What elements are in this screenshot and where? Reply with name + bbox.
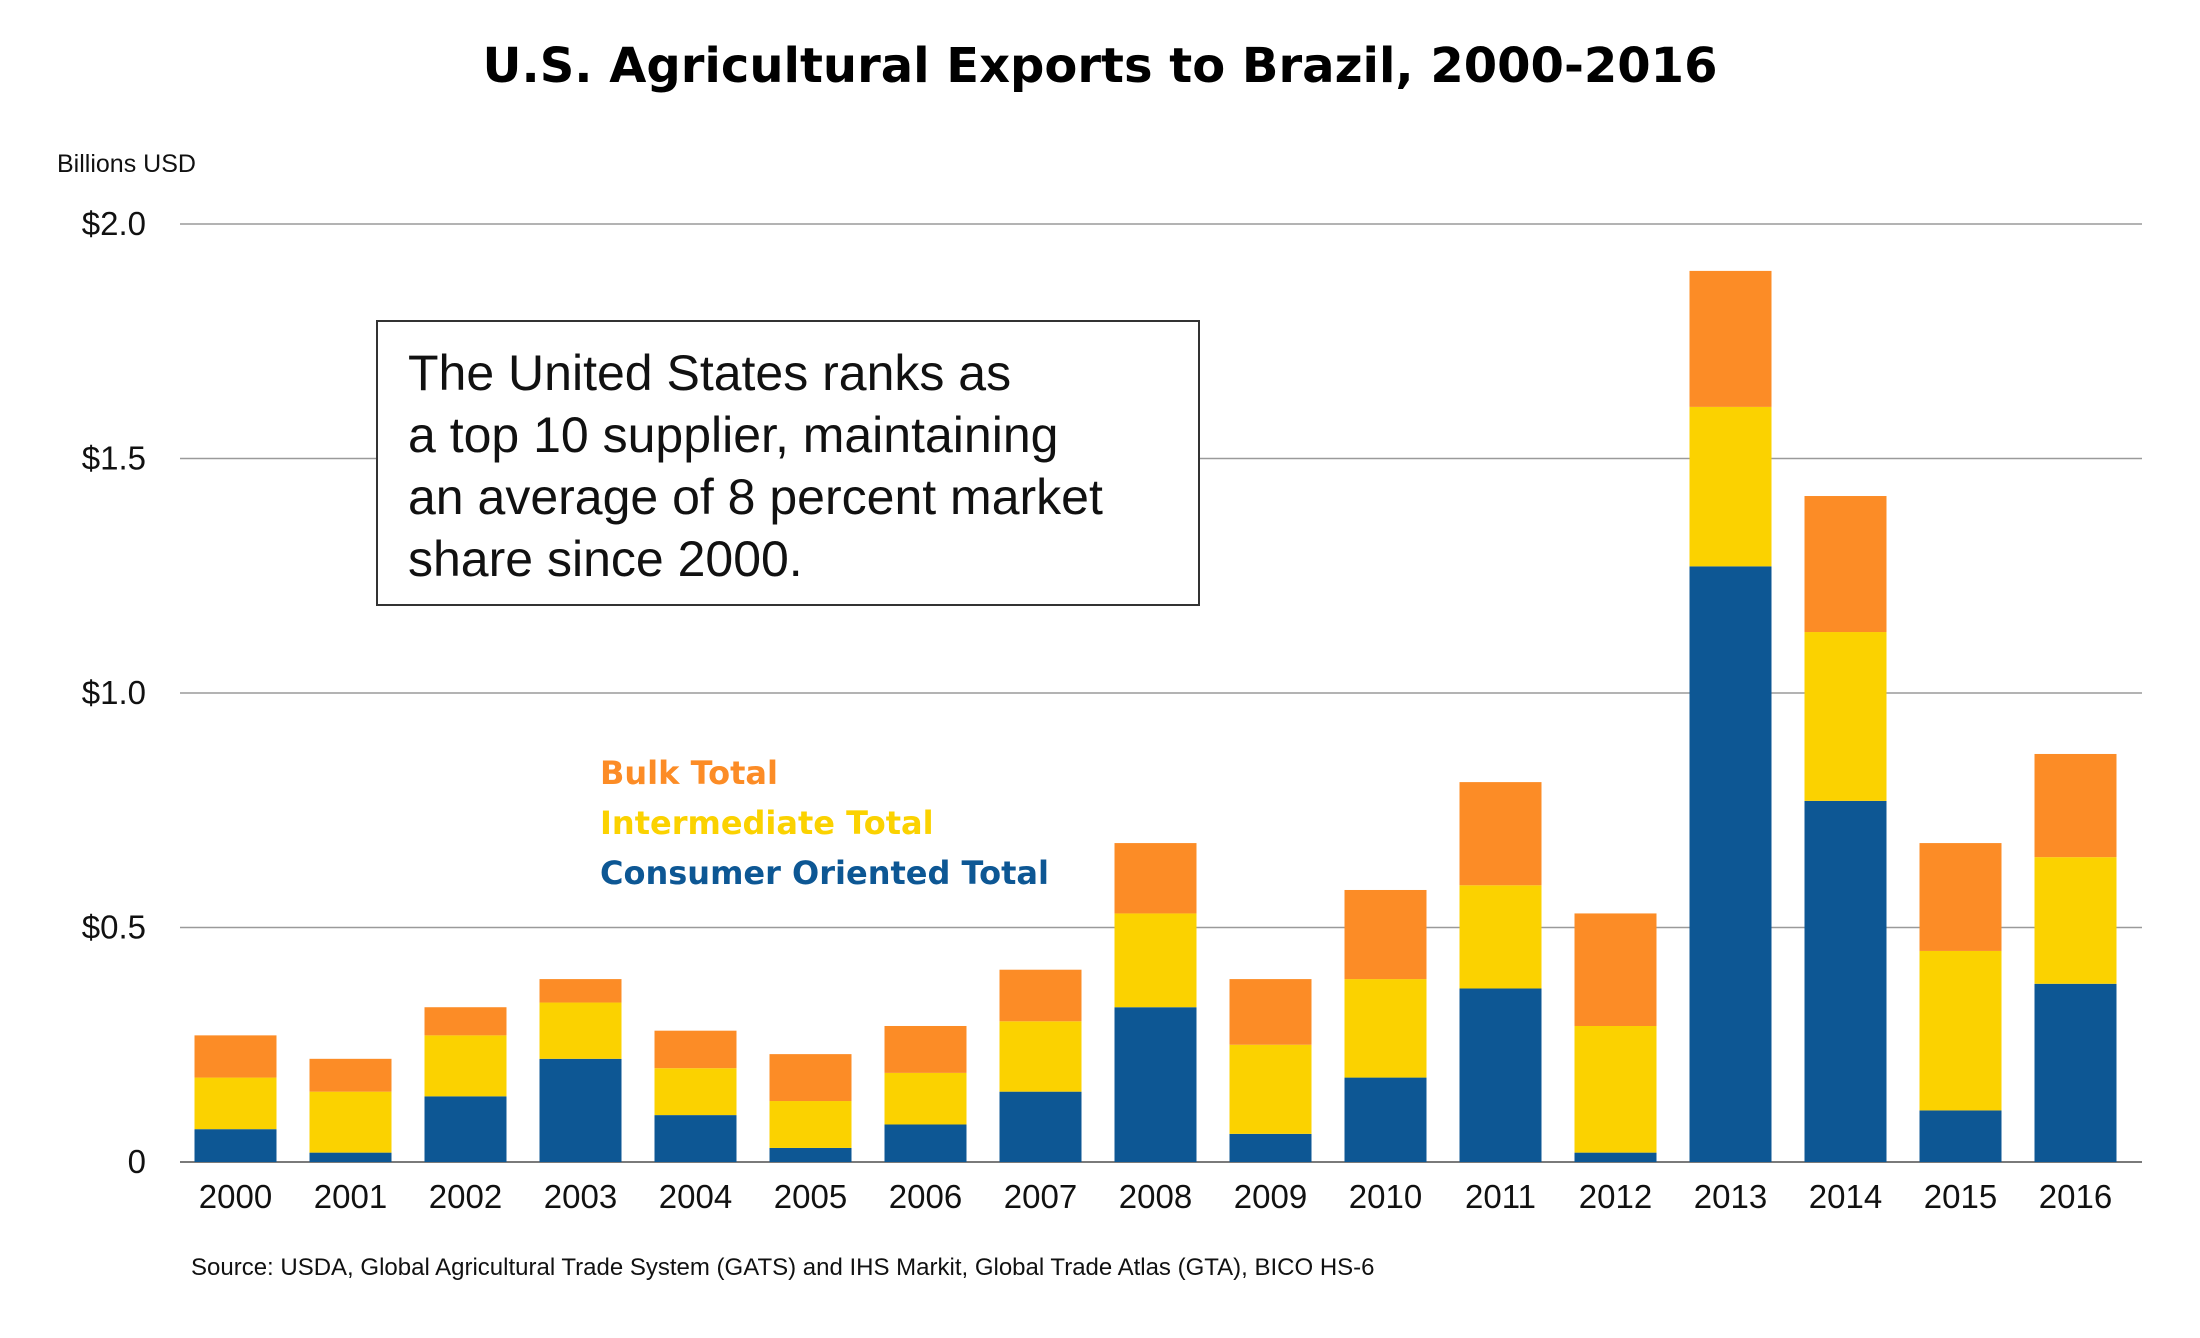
x-tick-label: 2008 bbox=[1119, 1178, 1192, 1215]
x-tick-label: 2009 bbox=[1234, 1178, 1307, 1215]
bar-segment-intermediate bbox=[654, 1068, 737, 1116]
bar-segment-consumer-oriented bbox=[2034, 983, 2117, 1162]
x-tick-label: 2012 bbox=[1579, 1178, 1652, 1215]
bar-segment-intermediate bbox=[1919, 950, 2002, 1111]
callout-line: The United States ranks as bbox=[408, 345, 1012, 401]
x-tick-label: 2016 bbox=[2039, 1178, 2112, 1215]
bar-segment-consumer-oriented bbox=[999, 1091, 1082, 1162]
chart-title: U.S. Agricultural Exports to Brazil, 200… bbox=[482, 38, 1718, 94]
y-tick-label: $2.0 bbox=[82, 205, 146, 242]
callout-line: share since 2000. bbox=[408, 531, 803, 587]
bar-segment-bulk bbox=[1574, 913, 1657, 1026]
bar-segment-intermediate bbox=[884, 1072, 967, 1125]
bar-segment-bulk bbox=[1919, 843, 2002, 951]
bar-segment-intermediate bbox=[194, 1077, 277, 1130]
bar-segment-consumer-oriented bbox=[1229, 1133, 1312, 1162]
callout-line: an average of 8 percent market bbox=[408, 469, 1103, 525]
bar-segment-bulk bbox=[1804, 496, 1887, 633]
x-tick-label: 2002 bbox=[429, 1178, 502, 1215]
y-axis-unit-label: Billions USD bbox=[57, 150, 196, 178]
bar-segment-intermediate bbox=[769, 1101, 852, 1148]
bars bbox=[194, 270, 2117, 1162]
x-tick-label: 2004 bbox=[659, 1178, 732, 1215]
bar-segment-bulk bbox=[309, 1058, 392, 1092]
bar-segment-intermediate bbox=[1344, 979, 1427, 1078]
source-note: Source: USDA, Global Agricultural Trade … bbox=[191, 1254, 1375, 1281]
bar-segment-bulk bbox=[1689, 270, 1772, 407]
legend: Bulk Total Intermediate Total Consumer O… bbox=[600, 748, 1049, 898]
y-tick-label: 0 bbox=[128, 1143, 146, 1180]
bar-segment-bulk bbox=[769, 1054, 852, 1102]
bar-segment-intermediate bbox=[999, 1021, 1082, 1092]
y-tick-label: $0.5 bbox=[82, 909, 146, 946]
bar-segment-bulk bbox=[1459, 782, 1542, 886]
bar-segment-consumer-oriented bbox=[769, 1147, 852, 1162]
x-axis-ticks: 2000 2001 2002 2003 2004 2005 2006 2007 2008 2009… bbox=[199, 1178, 2112, 1215]
legend-item-consumer: Consumer Oriented Total bbox=[600, 854, 1049, 892]
bar-segment-bulk bbox=[424, 1007, 507, 1036]
y-axis-ticks: 0 $0.5 $1.0 $1.5 $2.0 bbox=[82, 205, 146, 1180]
bar-segment-consumer-oriented bbox=[1804, 800, 1887, 1162]
x-tick-label: 2006 bbox=[889, 1178, 962, 1215]
bar-segment-intermediate bbox=[539, 1002, 622, 1059]
bar-segment-consumer-oriented bbox=[884, 1124, 967, 1162]
bar-segment-consumer-oriented bbox=[1574, 1152, 1657, 1162]
callout-line: a top 10 supplier, maintaining bbox=[408, 407, 1059, 463]
x-tick-label: 2011 bbox=[1465, 1178, 1536, 1215]
bar-segment-consumer-oriented bbox=[539, 1058, 622, 1162]
bar-segment-intermediate bbox=[1459, 885, 1542, 989]
legend-item-bulk: Bulk Total bbox=[600, 754, 778, 792]
x-tick-label: 2001 bbox=[314, 1178, 387, 1215]
bar-segment-consumer-oriented bbox=[1114, 1007, 1197, 1162]
bar-segment-bulk bbox=[1114, 843, 1197, 914]
bar-segment-consumer-oriented bbox=[654, 1115, 737, 1162]
x-tick-label: 2005 bbox=[774, 1178, 847, 1215]
bar-segment-consumer-oriented bbox=[194, 1129, 277, 1162]
bar-segment-bulk bbox=[2034, 753, 2117, 858]
y-tick-label: $1.0 bbox=[82, 674, 146, 711]
x-tick-label: 2010 bbox=[1349, 1178, 1422, 1215]
bar-segment-intermediate bbox=[1804, 632, 1887, 801]
bar-segment-intermediate bbox=[1689, 406, 1772, 567]
bar-segment-bulk bbox=[1344, 889, 1427, 980]
bar-segment-consumer-oriented bbox=[1344, 1077, 1427, 1162]
legend-item-intermediate: Intermediate Total bbox=[600, 804, 934, 842]
bar-segment-intermediate bbox=[1229, 1044, 1312, 1134]
bar-segment-consumer-oriented bbox=[1689, 566, 1772, 1162]
x-tick-label: 2003 bbox=[544, 1178, 617, 1215]
bar-segment-bulk bbox=[1229, 979, 1312, 1045]
bar-segment-intermediate bbox=[2034, 857, 2117, 984]
bar-segment-intermediate bbox=[309, 1091, 392, 1153]
x-tick-label: 2000 bbox=[199, 1178, 272, 1215]
bar-segment-consumer-oriented bbox=[424, 1096, 507, 1162]
bar-segment-bulk bbox=[884, 1025, 967, 1073]
x-tick-label: 2015 bbox=[1924, 1178, 1997, 1215]
bar-segment-intermediate bbox=[424, 1035, 507, 1097]
x-tick-label: 2013 bbox=[1694, 1178, 1767, 1215]
bar-segment-consumer-oriented bbox=[1919, 1110, 2002, 1162]
bar-segment-intermediate bbox=[1574, 1025, 1657, 1153]
annotation-callout: The United States ranks as a top 10 supp… bbox=[376, 320, 1200, 606]
bar-segment-consumer-oriented bbox=[1459, 988, 1542, 1162]
x-tick-label: 2014 bbox=[1809, 1178, 1882, 1215]
bar-segment-bulk bbox=[654, 1030, 737, 1069]
bar-segment-bulk bbox=[194, 1035, 277, 1078]
bar-segment-consumer-oriented bbox=[309, 1152, 392, 1162]
y-tick-label: $1.5 bbox=[82, 440, 146, 477]
x-tick-label: 2007 bbox=[1004, 1178, 1077, 1215]
bar-segment-bulk bbox=[999, 969, 1082, 1022]
bar-segment-intermediate bbox=[1114, 913, 1197, 1008]
bar-segment-bulk bbox=[539, 979, 622, 1003]
